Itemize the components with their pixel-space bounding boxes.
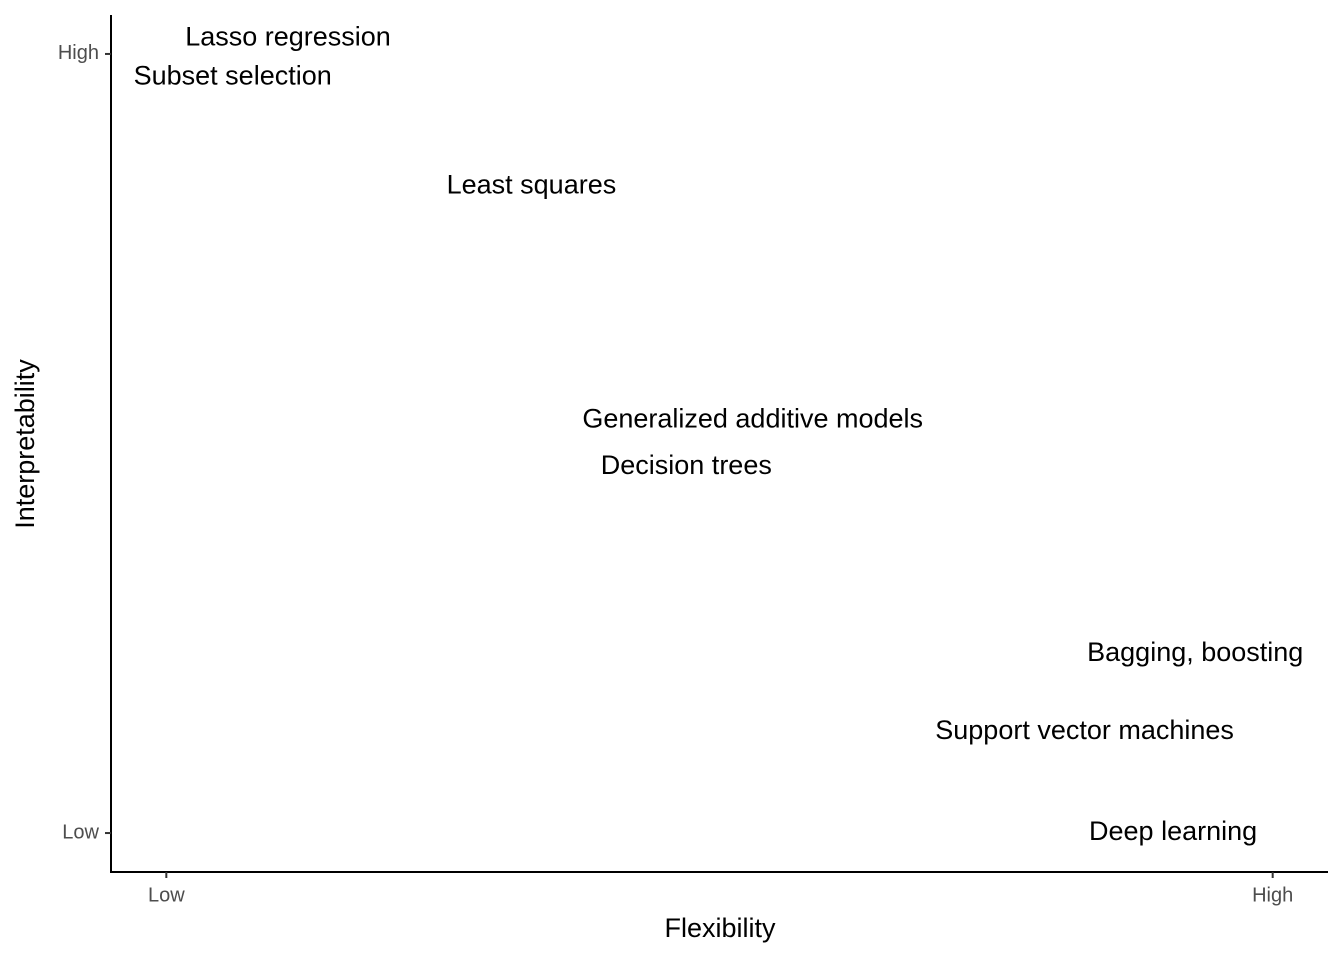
y-tick-label: High	[58, 42, 99, 64]
y-axis-title: Interpretability	[10, 359, 40, 529]
point-label: Bagging, boosting	[1087, 637, 1303, 667]
point-label: Deep learning	[1089, 816, 1257, 846]
x-axis-title: Flexibility	[664, 913, 776, 943]
point-label: Lasso regression	[185, 21, 391, 51]
point-label: Least squares	[447, 170, 617, 200]
point-label: Support vector machines	[935, 715, 1234, 745]
point-label: Subset selection	[134, 60, 332, 90]
x-tick-label: Low	[148, 884, 185, 906]
point-label: Generalized additive models	[582, 403, 923, 433]
x-tick-label: High	[1252, 884, 1293, 906]
y-tick-label: Low	[62, 821, 99, 843]
point-label: Decision trees	[601, 450, 772, 480]
